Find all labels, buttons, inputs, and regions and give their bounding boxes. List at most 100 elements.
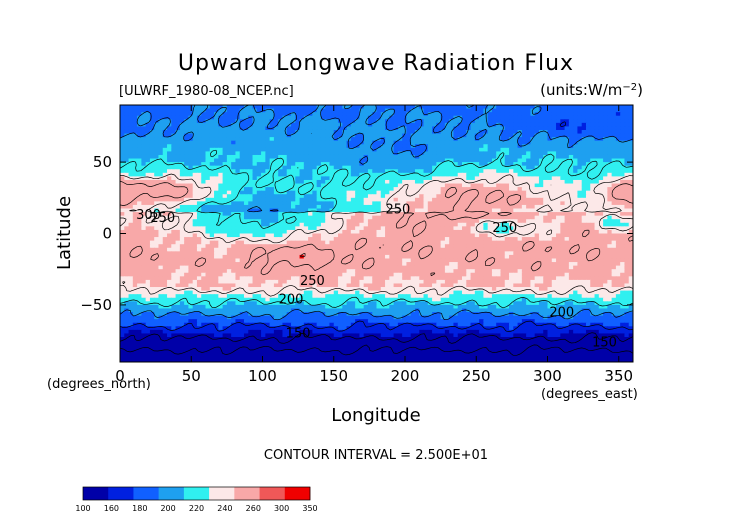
field-cell	[543, 126, 549, 131]
field-cell	[611, 194, 617, 199]
field-cell	[423, 133, 429, 138]
field-cell	[338, 215, 343, 220]
field-cell	[162, 244, 168, 249]
field-cell	[320, 126, 326, 131]
field-cell	[248, 244, 254, 249]
field-cell	[299, 208, 305, 213]
field-cell	[491, 108, 497, 113]
field-cell	[581, 115, 587, 120]
field-cell	[162, 154, 168, 160]
field-cell	[615, 194, 621, 199]
field-cell	[607, 129, 613, 135]
field-cell	[239, 197, 245, 202]
field-cell	[462, 183, 467, 188]
field-cell	[363, 226, 369, 231]
field-cell	[282, 190, 288, 195]
field-cell	[547, 187, 553, 192]
field-cell	[282, 229, 288, 235]
field-cell	[338, 151, 343, 156]
field-cell	[359, 215, 365, 220]
field-cell	[440, 140, 446, 145]
field-cell	[530, 133, 536, 138]
field-cell	[295, 112, 301, 117]
field-cell	[184, 222, 190, 227]
field-cell	[179, 169, 185, 174]
field-cell	[286, 119, 292, 124]
field-cell	[179, 204, 185, 210]
field-cell	[402, 126, 408, 131]
field-cell	[385, 119, 390, 124]
field-cell	[585, 154, 591, 160]
field-cell	[615, 197, 621, 202]
field-cell	[239, 165, 245, 170]
field-cell	[611, 247, 617, 252]
field-cell	[124, 251, 130, 256]
field-cell	[243, 251, 249, 256]
field-cell	[278, 158, 284, 163]
field-cell	[538, 204, 544, 210]
field-cell	[389, 105, 395, 110]
field-cell	[218, 179, 224, 185]
field-cell	[406, 237, 412, 242]
field-cell	[291, 240, 296, 245]
field-cell	[479, 204, 484, 210]
field-cell	[226, 247, 232, 252]
field-cell	[346, 244, 352, 249]
field-cell	[479, 172, 484, 177]
field-cell	[299, 187, 305, 192]
field-cell	[513, 172, 519, 177]
field-cell	[149, 129, 155, 135]
field-cell	[175, 133, 181, 138]
field-cell	[560, 222, 566, 227]
field-cell	[611, 129, 617, 135]
field-cell	[517, 201, 523, 206]
field-cell	[607, 112, 613, 117]
field-cell	[308, 244, 313, 249]
field-cell	[568, 126, 574, 131]
field-cell	[624, 226, 630, 231]
field-cell	[577, 162, 583, 167]
field-cell	[547, 219, 553, 224]
field-cell	[252, 115, 258, 120]
field-cell	[350, 190, 356, 195]
field-cell	[509, 154, 514, 160]
field-cell	[470, 208, 476, 213]
field-cell	[624, 247, 630, 252]
field-cell	[628, 233, 633, 238]
field-cell	[385, 237, 390, 242]
field-cell	[363, 187, 369, 192]
field-cell	[218, 137, 224, 142]
field-cell	[457, 172, 463, 177]
field-cell	[141, 162, 147, 167]
field-cell	[385, 126, 390, 131]
field-cell	[137, 172, 142, 177]
field-cell	[470, 240, 476, 245]
field-cell	[214, 119, 219, 124]
field-cell	[427, 212, 433, 217]
field-cell	[167, 179, 172, 185]
field-cell	[367, 165, 373, 170]
field-cell	[218, 233, 224, 238]
field-cell	[598, 208, 604, 213]
field-cell	[137, 154, 142, 160]
field-cell	[355, 172, 361, 177]
field-cell	[513, 240, 519, 245]
field-cell	[449, 201, 455, 206]
field-cell	[440, 212, 446, 217]
field-cell	[222, 197, 228, 202]
field-cell	[607, 169, 613, 174]
field-cell	[432, 119, 437, 124]
field-cell	[466, 237, 472, 242]
field-cell	[214, 137, 219, 142]
field-cell	[500, 237, 506, 242]
field-cell	[214, 162, 219, 167]
field-cell	[154, 240, 160, 245]
field-cell	[261, 187, 266, 192]
field-cell	[201, 201, 207, 206]
field-cell	[568, 165, 574, 170]
field-cell	[620, 151, 626, 156]
field-cell	[316, 204, 322, 210]
field-cell	[594, 133, 600, 138]
field-cell	[504, 140, 510, 145]
field-cell	[303, 126, 309, 131]
